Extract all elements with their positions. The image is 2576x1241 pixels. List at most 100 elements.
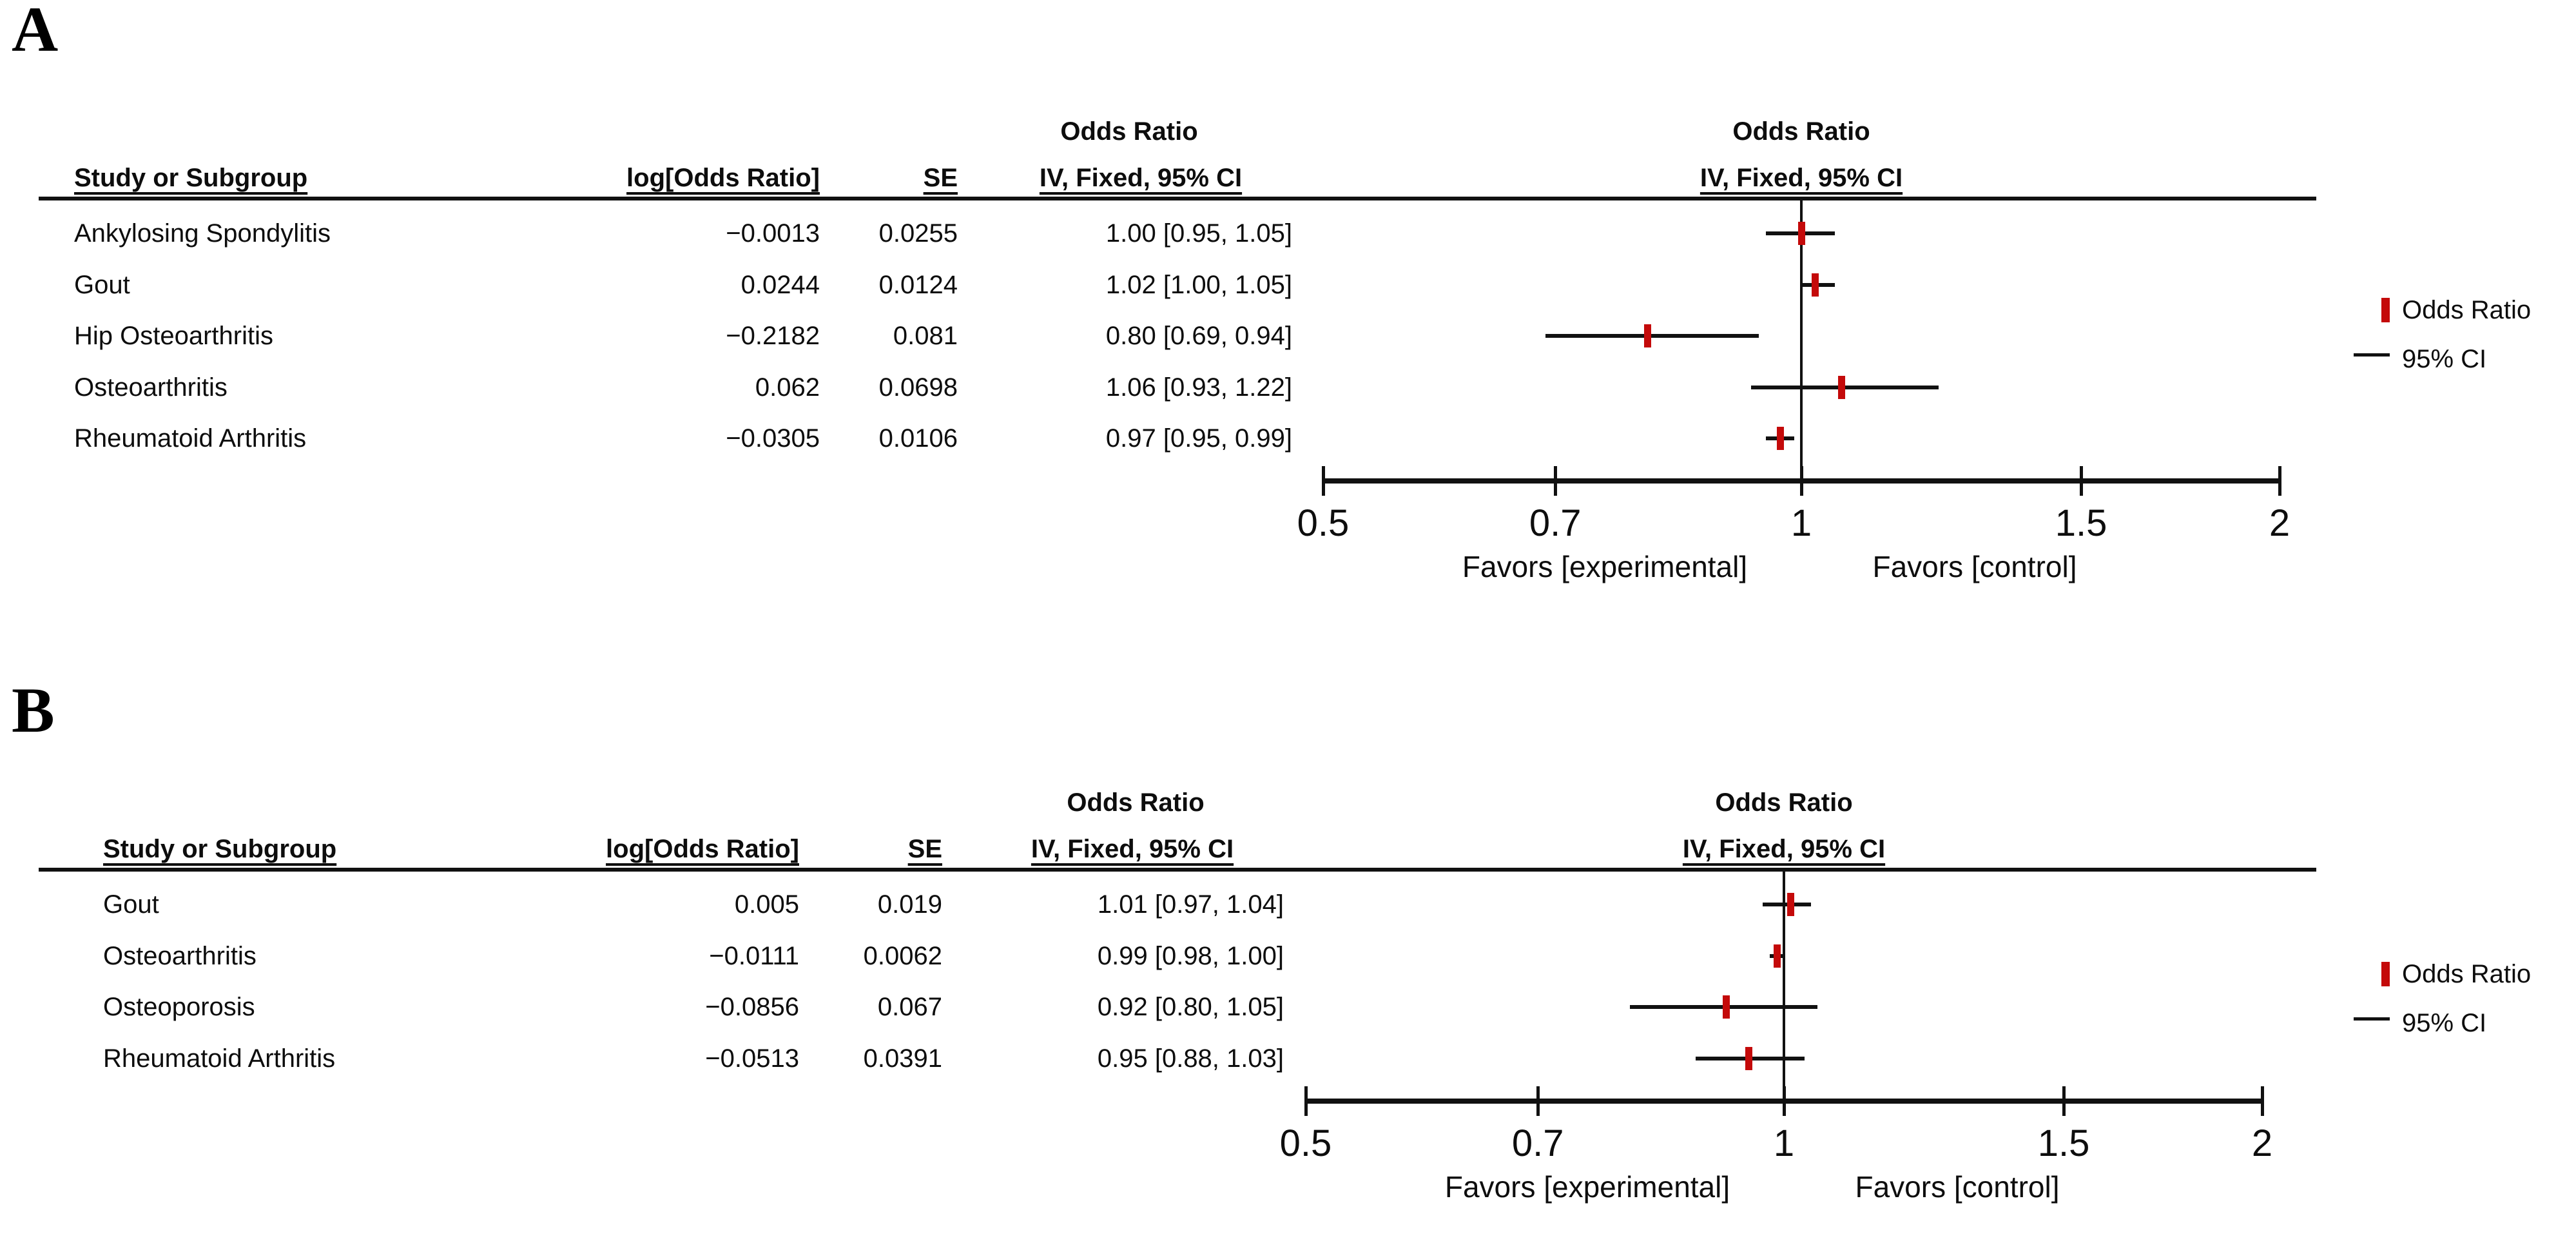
log-odds-ratio-value: −0.0305 xyxy=(726,424,820,453)
se-value: 0.0698 xyxy=(878,373,958,402)
axis-tick-label: 0.7 xyxy=(1529,502,1582,544)
log-odds-ratio-value: −0.0111 xyxy=(709,941,799,970)
plot-effect-header-top: Odds Ratio xyxy=(1732,117,1870,146)
axis-tick-label: 0.5 xyxy=(1297,502,1350,544)
or-marker xyxy=(1787,893,1795,916)
se-value: 0.081 xyxy=(893,322,958,350)
axis-tick-label: 0.5 xyxy=(1279,1122,1332,1164)
axis-tick-label: 0.7 xyxy=(1511,1122,1564,1164)
axis-tick xyxy=(2260,1086,2264,1116)
se-value: 0.0106 xyxy=(878,424,958,453)
legend-ci-line-icon xyxy=(2354,1017,2390,1021)
or-marker xyxy=(1773,944,1781,968)
axis-tick xyxy=(2079,466,2083,496)
study-label: Hip Osteoarthritis xyxy=(74,322,273,350)
study-label: Gout xyxy=(103,890,159,919)
study-label: Rheumatoid Arthritis xyxy=(74,424,307,453)
favors-control-label: Favors [control] xyxy=(1855,1170,2060,1204)
no-effect-line xyxy=(1800,200,1803,481)
se-value: 0.067 xyxy=(877,993,942,1021)
legend-odds-ratio-marker-icon xyxy=(2381,298,2390,322)
ci-text: 0.95 [0.88, 1.03] xyxy=(1097,1044,1284,1073)
legend-ci-label: 95% CI xyxy=(2402,1009,2487,1037)
log-odds-ratio-value: 0.0244 xyxy=(741,270,820,299)
axis-tick-label: 1.5 xyxy=(2055,502,2107,544)
no-effect-line xyxy=(1783,872,1785,1101)
se-value: 0.019 xyxy=(877,890,942,919)
axis-tick xyxy=(1304,1086,1308,1116)
ci-text: 1.01 [0.97, 1.04] xyxy=(1097,890,1284,919)
header-rule xyxy=(39,868,2316,872)
panel-label-b: B xyxy=(12,674,55,746)
log-odds-ratio-value: 0.005 xyxy=(734,890,799,919)
or-marker xyxy=(1723,995,1730,1019)
ci-column-header: IV, Fixed, 95% CI xyxy=(1031,835,1234,863)
axis-tick xyxy=(2062,1086,2066,1116)
ci-column-header: IV, Fixed, 95% CI xyxy=(1039,164,1243,192)
study-column-header: Study or Subgroup xyxy=(103,835,337,863)
favors-experimental-label: Favors [experimental] xyxy=(1462,550,1748,583)
log-odds-ratio-value: 0.062 xyxy=(755,373,820,402)
axis-tick xyxy=(1536,1086,1540,1116)
axis-tick-label: 1.5 xyxy=(2037,1122,2090,1164)
or-marker xyxy=(1797,222,1805,245)
or-marker xyxy=(1837,375,1845,399)
study-label: Osteoporosis xyxy=(103,993,255,1021)
legend-odds-ratio-label: Odds Ratio xyxy=(2402,296,2532,324)
ci-text: 1.00 [0.95, 1.05] xyxy=(1105,219,1292,248)
se-value: 0.0391 xyxy=(863,1044,942,1073)
or-marker xyxy=(1745,1046,1752,1070)
or-marker xyxy=(1776,427,1784,450)
or-marker xyxy=(1811,273,1819,297)
study-column-header: Study or Subgroup xyxy=(74,164,308,192)
plot-effect-header-bottom: IV, Fixed, 95% CI xyxy=(1700,164,1903,192)
header-rule xyxy=(39,197,2316,200)
axis-tick-label: 2 xyxy=(2251,1122,2273,1164)
ci-text: 1.02 [1.00, 1.05] xyxy=(1105,270,1292,299)
axis-tick xyxy=(1782,1086,1786,1116)
or-marker xyxy=(1643,324,1651,347)
ci-text: 1.06 [0.93, 1.22] xyxy=(1105,373,1292,402)
panel-label-a: A xyxy=(12,0,59,65)
study-label: Osteoarthritis xyxy=(103,941,257,970)
ci-text: 0.99 [0.98, 1.00] xyxy=(1097,941,1284,970)
table-effect-header-top: Odds Ratio xyxy=(1060,117,1198,146)
se-value: 0.0255 xyxy=(878,219,958,248)
favors-experimental-label: Favors [experimental] xyxy=(1444,1170,1730,1204)
ci-text: 0.97 [0.95, 0.99] xyxy=(1105,424,1292,453)
table-effect-header-top: Odds Ratio xyxy=(1067,788,1205,817)
axis-tick xyxy=(2278,466,2281,496)
log-odds-ratio-column-header: log[Odds Ratio] xyxy=(606,835,799,863)
log-odds-ratio-value: −0.0513 xyxy=(705,1044,799,1073)
log-odds-ratio-column-header: log[Odds Ratio] xyxy=(626,164,820,192)
log-odds-ratio-value: −0.0856 xyxy=(705,993,799,1021)
plot-effect-header-top: Odds Ratio xyxy=(1715,788,1853,817)
se-value: 0.0062 xyxy=(863,941,942,970)
study-label: Gout xyxy=(74,270,130,299)
plot-effect-header-bottom: IV, Fixed, 95% CI xyxy=(1682,835,1886,863)
study-label: Rheumatoid Arthritis xyxy=(103,1044,336,1073)
study-label: Ankylosing Spondylitis xyxy=(74,219,331,248)
log-odds-ratio-value: −0.0013 xyxy=(726,219,820,248)
legend-ci-line-icon xyxy=(2354,353,2390,357)
ci-text: 0.92 [0.80, 1.05] xyxy=(1097,993,1284,1021)
se-column-header: SE xyxy=(923,164,958,192)
legend-ci-label: 95% CI xyxy=(2402,345,2487,373)
axis-tick-label: 1 xyxy=(1790,502,1812,544)
log-odds-ratio-value: −0.2182 xyxy=(726,322,820,350)
legend-odds-ratio-marker-icon xyxy=(2381,962,2390,986)
legend-odds-ratio-label: Odds Ratio xyxy=(2402,960,2532,988)
ci-line xyxy=(1763,903,1811,906)
ci-line xyxy=(1545,334,1759,338)
axis-tick xyxy=(1321,466,1325,496)
se-value: 0.0124 xyxy=(878,270,958,299)
axis-tick xyxy=(1553,466,1557,496)
axis-tick-label: 2 xyxy=(2269,502,2290,544)
ci-text: 0.80 [0.69, 0.94] xyxy=(1105,322,1292,350)
favors-control-label: Favors [control] xyxy=(1872,550,2077,583)
study-label: Osteoarthritis xyxy=(74,373,228,402)
se-column-header: SE xyxy=(907,835,942,863)
axis-tick xyxy=(1799,466,1803,496)
axis-tick-label: 1 xyxy=(1773,1122,1795,1164)
